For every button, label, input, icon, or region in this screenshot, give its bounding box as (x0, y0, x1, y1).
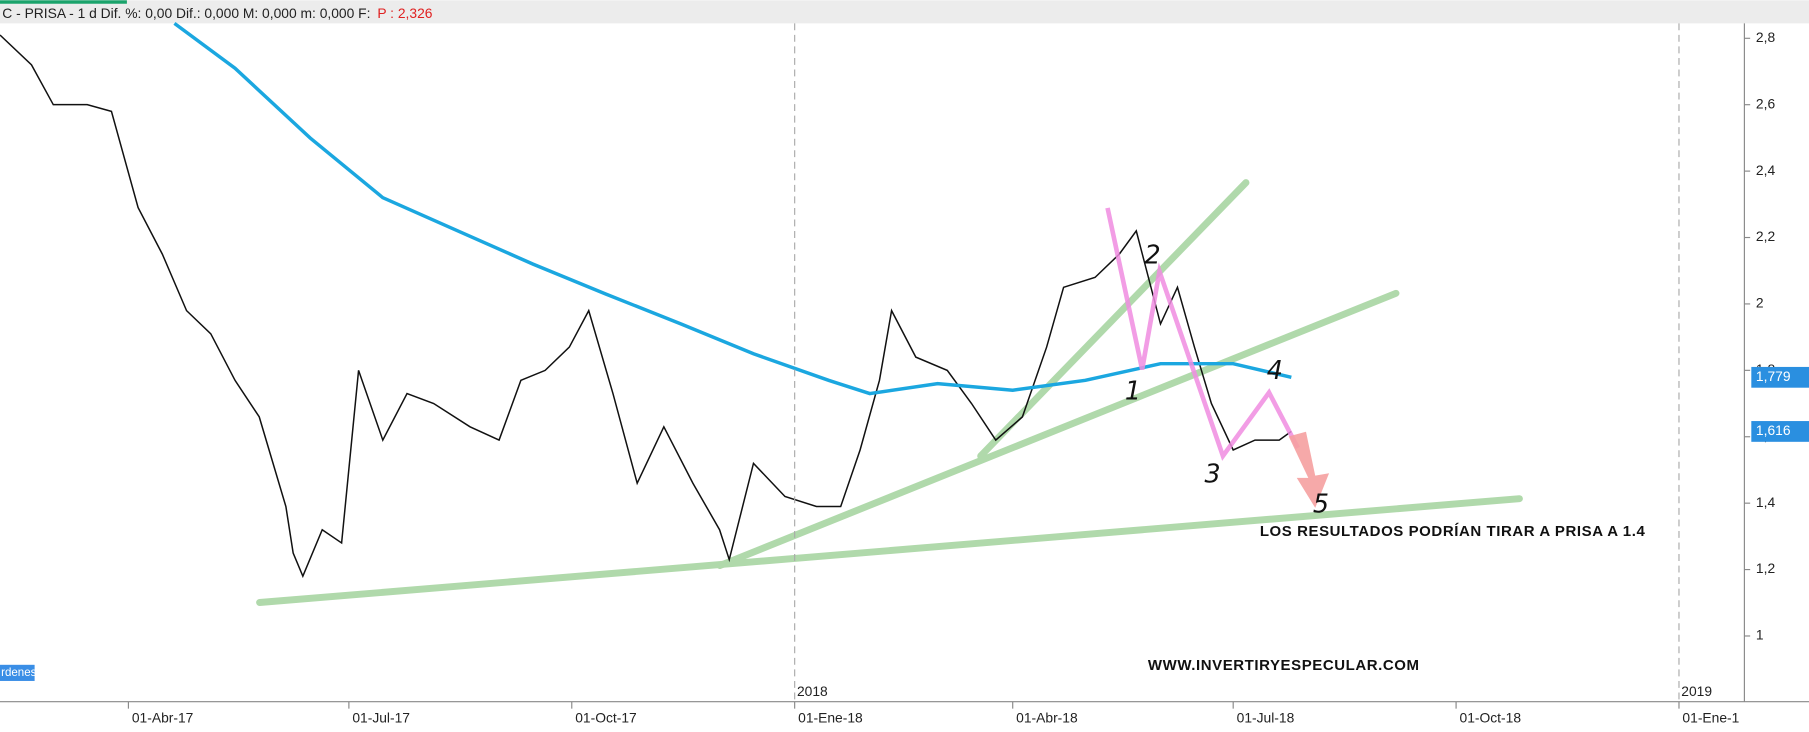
wave-label: 1 (1125, 376, 1141, 406)
orders-label: rdenes (1, 667, 36, 679)
last-value-label: 1,616 (1756, 422, 1791, 438)
y-tick-label: 1,4 (1756, 494, 1776, 510)
plot (0, 21, 1292, 579)
y-tick-label: 2 (1756, 295, 1764, 311)
wave-label: 3 (1204, 459, 1220, 489)
x-tick-label: 01-Ene-1 (1682, 710, 1739, 726)
wave-drawing (1105, 207, 1300, 461)
moving-average (173, 21, 1292, 396)
header-price: P : 2,326 (377, 5, 432, 21)
trendline (256, 495, 1523, 606)
x-tick-label: 01-Ene-18 (798, 710, 863, 726)
down-arrow (1288, 431, 1330, 508)
wave-label: 4 (1267, 355, 1283, 385)
x-tick-label: 01-Oct-17 (575, 710, 636, 726)
trendline (716, 289, 1400, 570)
y-tick-label: 2,6 (1756, 95, 1776, 111)
annotation: LOS RESULTADOS PODRÍAN TIRAR A PRISA A 1… (1260, 523, 1646, 540)
x-tick-label: 01-Abr-18 (1016, 710, 1078, 726)
header-text: C - PRISA - 1 d Dif. %: 0,00 Dif.: 0,000… (2, 5, 432, 21)
y-tick-label: 2,2 (1756, 228, 1775, 244)
price-line (0, 34, 1292, 579)
last-value-box (1751, 421, 1809, 442)
x-tick-label: 01-Jul-18 (1237, 710, 1295, 726)
watermark: WWW.INVERTIRYESPECULAR.COM (1148, 657, 1420, 674)
x-tick-label: 01-Jul-17 (352, 710, 410, 726)
y-tick-label: 1,2 (1756, 560, 1775, 576)
year-label: 2019 (1681, 683, 1712, 699)
x-tick-label: 01-Abr-17 (132, 710, 194, 726)
last-value-box (1751, 366, 1809, 388)
wave-label: 2 (1144, 239, 1160, 269)
orders-tab[interactable] (0, 664, 35, 681)
header-bar (0, 0, 1809, 24)
x-tick-label: 01-Oct-18 (1460, 710, 1522, 726)
y-tick-label: 2,8 (1756, 29, 1776, 45)
wave-label: 5 (1313, 489, 1329, 519)
y-tick-label: 2,4 (1756, 162, 1776, 178)
header-info: C - PRISA - 1 d Dif. %: 0,00 Dif.: 0,000… (2, 5, 370, 21)
last-value-label: 1,779 (1756, 368, 1791, 384)
header-accent (0, 0, 127, 4)
year-label: 2018 (797, 683, 828, 699)
y-tick-label: 1 (1756, 627, 1764, 643)
